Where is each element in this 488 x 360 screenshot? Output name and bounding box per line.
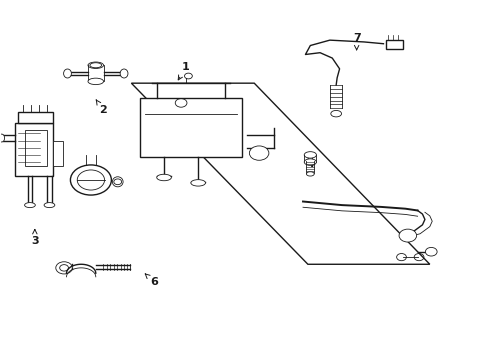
Polygon shape [15,123,53,176]
Text: 3: 3 [31,229,39,246]
Ellipse shape [44,203,55,208]
Text: 1: 1 [178,62,189,80]
Polygon shape [131,83,429,264]
Bar [53,140,63,166]
Ellipse shape [330,111,341,117]
Circle shape [425,247,436,256]
Text: 7: 7 [352,33,360,50]
Circle shape [249,146,268,160]
Ellipse shape [304,159,316,165]
Ellipse shape [24,203,35,208]
Text: 6: 6 [145,274,158,287]
Circle shape [70,165,111,195]
Ellipse shape [120,69,128,78]
Bar [140,98,242,157]
Circle shape [398,229,416,242]
Ellipse shape [112,177,123,187]
Circle shape [56,262,72,274]
Ellipse shape [0,134,4,142]
Ellipse shape [306,172,314,176]
Ellipse shape [157,174,171,181]
Text: 5: 5 [82,168,91,183]
Ellipse shape [63,69,71,78]
Ellipse shape [88,62,103,68]
Bar [25,130,47,166]
Ellipse shape [88,78,103,85]
Text: 4: 4 [306,153,314,169]
Ellipse shape [190,180,205,186]
Bar [18,112,53,123]
Ellipse shape [304,152,316,158]
Text: 2: 2 [96,100,107,115]
Bar [385,40,402,49]
